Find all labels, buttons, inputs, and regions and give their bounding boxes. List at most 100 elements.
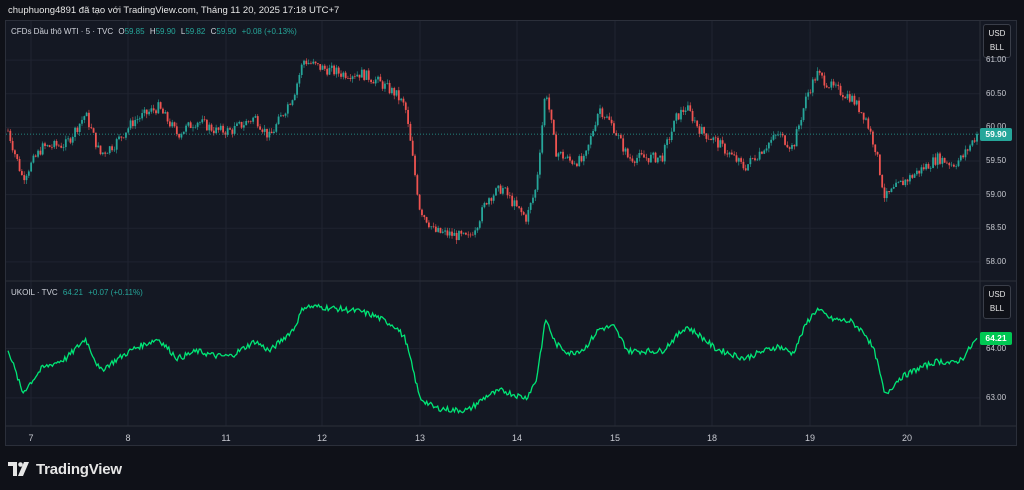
candle-body: [74, 127, 76, 137]
candle-body: [178, 133, 181, 138]
candle-body: [48, 145, 51, 148]
candle-body: [120, 136, 123, 138]
candle-body: [610, 119, 613, 124]
candle-body: [159, 102, 162, 109]
candle-body: [959, 155, 962, 161]
candle-body: [347, 78, 349, 79]
candle-body: [802, 108, 805, 121]
candle-body: [705, 133, 708, 139]
pane1-last-price-tag: 59.90: [980, 127, 1012, 141]
pane2-currency-unit-button[interactable]: USD BLL: [983, 285, 1011, 319]
candle-body: [911, 175, 914, 178]
candle-body: [878, 154, 881, 175]
candle-body: [763, 150, 766, 154]
chart-frame[interactable]: [5, 20, 1017, 446]
candle-body: [474, 230, 477, 235]
candle-body: [446, 230, 449, 236]
candle-body: [268, 131, 271, 138]
candle-body: [589, 136, 592, 145]
candle-body: [289, 104, 292, 105]
pane1-y-tick: 58.50: [986, 223, 1007, 233]
candle-body: [730, 152, 733, 155]
candle-body: [576, 163, 578, 167]
candle-body: [229, 128, 231, 130]
candle-body: [848, 94, 851, 102]
candle-body: [143, 109, 146, 114]
candle-body: [27, 171, 30, 176]
candle-body: [835, 84, 837, 86]
candle-body: [929, 167, 932, 169]
candle-body: [971, 140, 974, 146]
candle-body: [569, 156, 571, 161]
tradingview-logo[interactable]: TradingView: [8, 460, 122, 478]
candle-body: [349, 78, 352, 79]
candle-body: [661, 155, 664, 162]
candle-body: [384, 83, 386, 89]
candle-body: [973, 140, 976, 142]
candle-body: [772, 135, 775, 140]
candle-body: [71, 136, 74, 143]
candle-body: [78, 123, 81, 132]
pane1-low: 59.82: [185, 27, 206, 36]
candle-body: [946, 162, 948, 164]
candle-body: [51, 147, 53, 148]
pane1-low-label: L: [180, 27, 186, 36]
candle-body: [733, 154, 736, 156]
candle-body: [527, 209, 530, 222]
pane1-currency-unit-button[interactable]: USD BLL: [983, 24, 1011, 58]
candle-body: [168, 121, 171, 127]
candle-body: [596, 113, 599, 126]
candle-body: [273, 131, 275, 134]
candle-body: [601, 108, 604, 118]
candle-body: [710, 139, 712, 141]
candle-body: [818, 70, 821, 73]
pane1-symbol[interactable]: CFDs Dầu thô WTI · 5 · TVC: [11, 27, 114, 36]
candle-body: [918, 170, 921, 174]
candle-body: [543, 98, 546, 126]
candle-body: [14, 150, 16, 155]
candle-body: [360, 69, 363, 78]
candle-body: [432, 226, 435, 228]
candle-body: [904, 179, 907, 186]
candle-body: [166, 112, 169, 122]
candle-body: [148, 111, 150, 115]
pane1-y-tick: 60.50: [986, 88, 1007, 98]
candle-body: [795, 129, 798, 147]
candle-body: [587, 144, 590, 151]
candle-body: [800, 120, 803, 126]
candle-body: [97, 145, 100, 148]
candle-body: [199, 122, 201, 123]
candle-body: [909, 175, 911, 182]
pane2-last: 64.21: [62, 288, 83, 297]
candle-body: [592, 131, 595, 137]
candle-body: [536, 174, 539, 190]
candle-body: [236, 123, 238, 126]
candle-body: [88, 112, 90, 128]
candle-body: [296, 83, 298, 95]
candle-body: [761, 151, 763, 154]
chart-attribution: chuphuong4891 đã tạo với TradingView.com…: [8, 5, 340, 16]
pane2-symbol[interactable]: UKOIL · TVC: [11, 288, 58, 297]
candle-body: [791, 145, 793, 149]
candle-body: [448, 231, 451, 236]
candle-body: [460, 231, 463, 234]
candle-body: [222, 125, 224, 133]
candle-body: [654, 152, 657, 163]
candle-body: [497, 185, 500, 189]
candle-body: [219, 125, 222, 130]
candle-body: [104, 152, 107, 154]
ukoil-line: [7, 303, 978, 415]
candle-body: [872, 131, 874, 145]
candle-body: [326, 68, 329, 75]
candle-body: [552, 119, 555, 135]
candle-body: [44, 143, 46, 147]
candle-body: [129, 120, 132, 129]
candle-body: [453, 232, 456, 236]
candle-body: [356, 74, 359, 77]
candle-body: [69, 138, 72, 143]
candle-body: [534, 189, 537, 198]
candle-body: [330, 65, 333, 68]
candle-body: [700, 127, 703, 134]
candle-body: [622, 138, 625, 152]
